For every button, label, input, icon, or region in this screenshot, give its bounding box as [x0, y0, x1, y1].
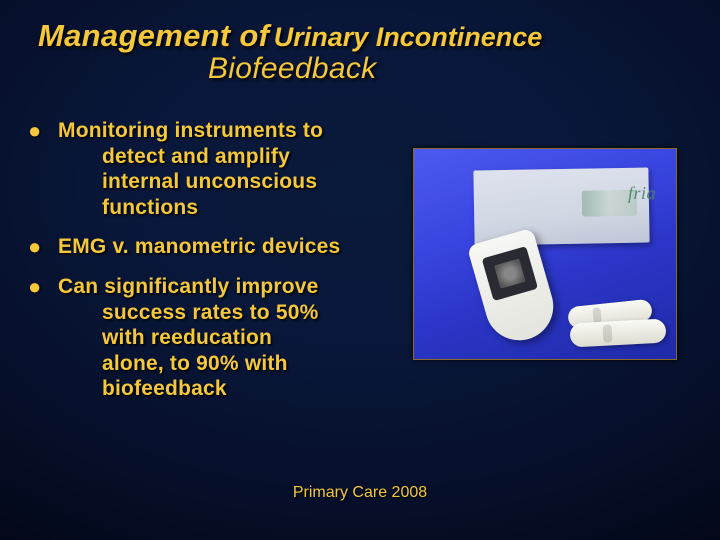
image-container: fria [398, 114, 692, 416]
footer-text: Primary Care 2008 [0, 484, 720, 502]
title-main: Management of [38, 18, 269, 53]
package-card [473, 167, 649, 245]
subtitle: Biofeedback [38, 52, 682, 87]
product-photo: fria [413, 148, 677, 360]
bullet-lead: EMG v. manometric devices [58, 235, 340, 258]
bullet-line: with reeducation [58, 325, 319, 351]
device-icon [467, 228, 562, 349]
bullet-lead: Monitoring instruments to [58, 119, 323, 142]
probe-icon [569, 319, 666, 348]
bullet-text: Can significantly improve success rates … [56, 274, 319, 402]
list-item: ● EMG v. manometric devices [28, 234, 398, 260]
list-item: ● Can significantly improve success rate… [28, 274, 398, 402]
bullet-icon: ● [28, 118, 56, 220]
title-sub: Urinary Incontinence [274, 22, 543, 52]
bullet-list: ● Monitoring instruments to detect and a… [28, 114, 398, 416]
bullet-icon: ● [28, 234, 56, 260]
bullet-line: alone, to 90% with [58, 351, 319, 377]
bullet-text: EMG v. manometric devices [56, 234, 340, 260]
bullet-lead: Can significantly improve [58, 275, 319, 298]
brand-label: fria [628, 183, 656, 204]
bullet-icon: ● [28, 274, 56, 402]
bullet-line: functions [58, 195, 323, 221]
slide: Management of Urinary Incontinence Biofe… [0, 0, 720, 540]
bullet-line: internal unconscious [58, 169, 323, 195]
content-area: ● Monitoring instruments to detect and a… [28, 114, 692, 416]
title-line: Management of Urinary Incontinence [38, 18, 682, 54]
list-item: ● Monitoring instruments to detect and a… [28, 118, 398, 220]
bullet-line: biofeedback [58, 376, 319, 402]
title-block: Management of Urinary Incontinence Biofe… [0, 0, 720, 86]
bullet-text: Monitoring instruments to detect and amp… [56, 118, 323, 220]
bullet-line: detect and amplify [58, 144, 323, 170]
bullet-line: success rates to 50% [58, 300, 319, 326]
